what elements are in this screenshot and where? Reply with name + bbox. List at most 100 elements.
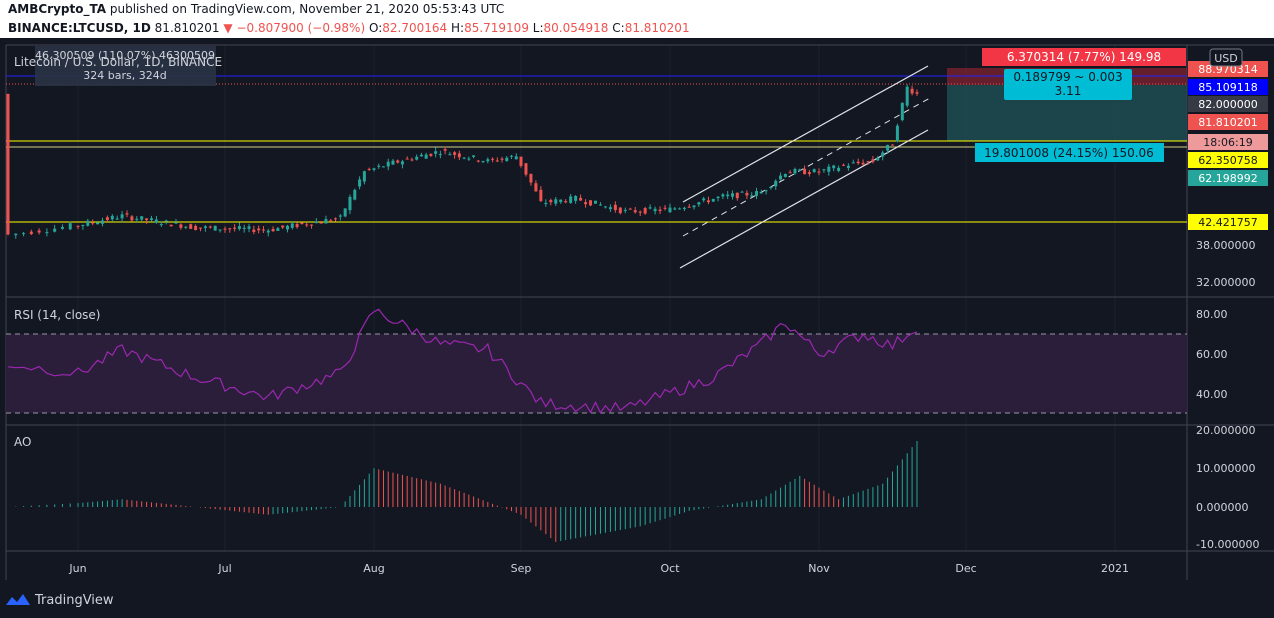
channel-upper-line[interactable] (682, 65, 929, 203)
candle-body (519, 156, 523, 166)
candle-body (638, 211, 642, 213)
candle-body (276, 228, 280, 231)
candle-body (774, 180, 778, 187)
down-arrow-icon: ▼ (223, 21, 233, 35)
candle-body (481, 161, 485, 163)
candle-body (798, 169, 802, 171)
candle-body (783, 173, 787, 177)
candle-body (755, 191, 759, 196)
open-label: O: (368, 21, 383, 35)
candle-body (410, 159, 414, 161)
candle-body (271, 228, 275, 232)
candle-body (86, 220, 90, 226)
candle-body (96, 222, 100, 225)
candle-body (510, 155, 514, 157)
candle-body (105, 217, 109, 221)
candle-body (135, 218, 139, 220)
time-tick: Sep (511, 562, 532, 575)
close-value: 81.810201 (624, 21, 690, 35)
candle-body (448, 154, 452, 156)
candle-body (285, 225, 289, 230)
price-axis[interactable]: 88.97031485.10911882.00000081.81020118:0… (1188, 61, 1268, 289)
candle-body (203, 226, 207, 228)
price-change: −0.807900 (−0.98%) (236, 21, 366, 35)
channel-lower-line[interactable] (679, 129, 929, 269)
candle-body (266, 230, 270, 233)
candle-body (803, 168, 807, 175)
candle-body (405, 158, 409, 160)
candle-body (866, 161, 870, 163)
candle-body (319, 222, 323, 224)
candle-body (842, 164, 845, 166)
stop-label-box[interactable] (975, 143, 1164, 162)
ohlc-bar: BINANCE:LTCUSD, 1D 81.810201 ▼ −0.807900… (0, 19, 1274, 38)
mid-label-box[interactable] (1004, 69, 1132, 100)
candle-body (110, 215, 114, 220)
rsi-tick: 60.00 (1196, 348, 1228, 361)
low-value: 80.054918 (543, 21, 609, 35)
candle-body (500, 158, 504, 160)
candle-body (169, 224, 173, 227)
rsi-tick: 40.00 (1196, 388, 1228, 401)
time-tick: Jul (217, 562, 231, 575)
candle-body (716, 196, 720, 199)
candle-body (711, 198, 715, 202)
publish-info: AMBCrypto_TA published on TradingView.co… (0, 0, 1274, 19)
candle-body (68, 223, 72, 230)
currency-button[interactable] (1209, 48, 1243, 67)
candle-body (658, 209, 662, 212)
candle-body (539, 189, 543, 202)
candle-body (242, 227, 246, 229)
candle-body (793, 169, 797, 174)
candle-body (603, 206, 607, 208)
candle-body (145, 218, 149, 221)
candle-body (189, 224, 193, 229)
publish-text: published on TradingView.com, November 2… (109, 2, 505, 16)
symbol-label: BINANCE:LTCUSD, 1D (8, 21, 151, 35)
candle-body (574, 196, 578, 201)
candle-body (529, 173, 533, 183)
candle-body (613, 204, 617, 211)
price-label: 62.198992 (1198, 172, 1258, 185)
price-label: 18:06:19 (1203, 136, 1252, 149)
candle-body (81, 225, 85, 227)
candle-body (386, 161, 390, 167)
candle-body (764, 190, 768, 192)
candle-body (53, 228, 57, 232)
candle-body (579, 197, 583, 201)
candle-body (434, 151, 438, 154)
candle-body (348, 196, 352, 211)
ao-tick: 10.000000 (1196, 462, 1256, 475)
candle-body (648, 207, 652, 209)
candle-body (608, 207, 612, 210)
publisher-name[interactable]: AMBCrypto_TA (8, 2, 107, 16)
price-label: 81.810201 (1198, 116, 1258, 129)
measure-box[interactable] (35, 46, 216, 86)
tradingview-logo[interactable]: TradingView (6, 590, 114, 610)
candle-body (247, 226, 251, 229)
candle-body (154, 219, 158, 223)
target-label-box[interactable] (982, 48, 1186, 66)
candle-body (424, 154, 428, 159)
ao-tick: 20.000000 (1196, 424, 1256, 437)
candle-body (534, 183, 538, 192)
candle-body (673, 208, 677, 210)
time-axis[interactable]: Jun Jul Aug Sep Oct Nov Dec 2021 (68, 562, 1129, 575)
time-tick: Nov (808, 562, 830, 575)
candle-body (861, 162, 865, 165)
candle-body (633, 210, 637, 213)
candle-body (257, 228, 261, 231)
candle-body (759, 192, 763, 194)
channel-mid-line[interactable] (682, 97, 931, 237)
candle-body (678, 208, 682, 210)
candle-body (564, 201, 568, 203)
price-label: 85.109118 (1198, 81, 1258, 94)
candle-body (305, 224, 309, 226)
candles-series (6, 84, 919, 239)
candle-body (706, 200, 710, 203)
candle-body (429, 153, 433, 156)
candle-body (45, 232, 49, 234)
price-label-box (1188, 170, 1268, 186)
tradingview-logo-icon (6, 594, 30, 605)
